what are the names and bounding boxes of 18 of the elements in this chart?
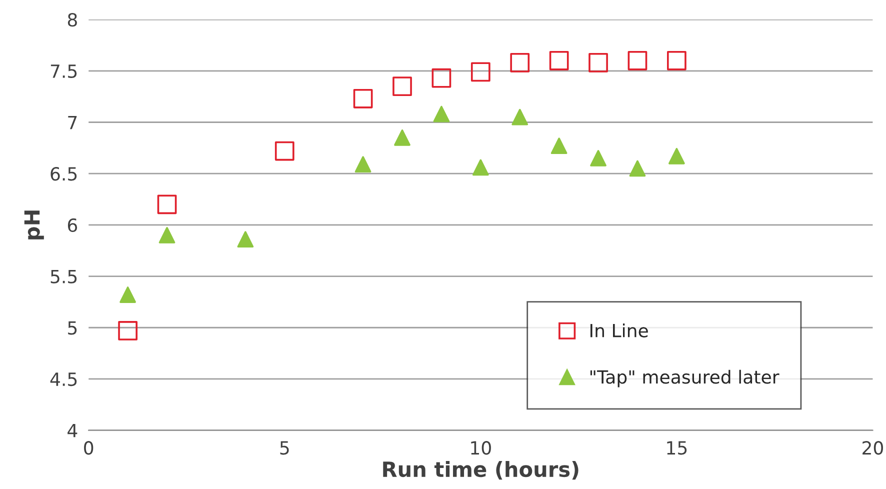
y-tick-label: 5.5: [50, 270, 77, 284]
x-tick-label: 15: [667, 441, 687, 455]
x-tick-label: 0: [84, 441, 94, 455]
x-axis-title: Run time (hours): [383, 460, 578, 480]
y-tick-label: 8: [68, 13, 77, 27]
legend-label: "Tap" measured later: [590, 370, 780, 388]
x-tick-label: 5: [280, 441, 289, 455]
y-tick-label: 6: [68, 218, 78, 232]
legend-label: In Line: [590, 323, 648, 338]
y-tick-label: 4.5: [50, 372, 77, 386]
y-tick-label: 5: [68, 321, 77, 335]
y-axis-title: pH: [24, 210, 44, 240]
y-tick-label: 6.5: [50, 167, 77, 181]
x-tick-label: 20: [862, 441, 883, 455]
y-tick-label: 4: [68, 424, 78, 438]
y-tick-label: 7.5: [50, 64, 77, 78]
y-tick-label: 7: [68, 116, 77, 130]
x-tick-label: 10: [471, 441, 491, 455]
